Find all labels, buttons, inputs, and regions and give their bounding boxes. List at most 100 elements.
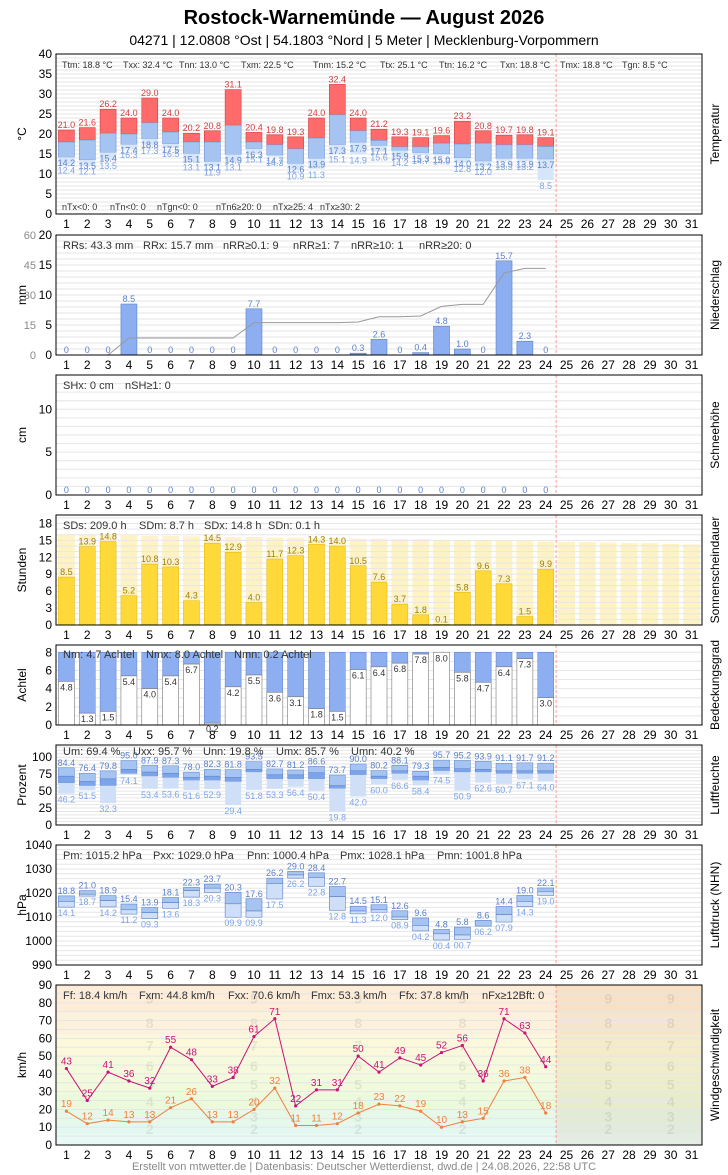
- humidity-max-bar: [370, 770, 388, 777]
- stat-label: SHx: 0 cm: [63, 380, 114, 392]
- mean-wind-point: [189, 1097, 194, 1101]
- beaufort-number: 4: [458, 1093, 466, 1109]
- panel-frame: [55, 53, 703, 215]
- x-tick-label: 10: [247, 728, 261, 742]
- temp-max-bar: [516, 134, 534, 146]
- humidity-mean-bar: [474, 769, 492, 773]
- x-tick-label: 25: [560, 498, 574, 512]
- x-tick-label: 12: [289, 1148, 303, 1160]
- beaufort-number: 2: [667, 1121, 675, 1137]
- data-label: 0: [168, 345, 173, 355]
- data-label: 15.3: [412, 154, 430, 164]
- data-label: 19.1: [412, 128, 430, 138]
- data-label: 90.0: [349, 754, 367, 764]
- temp-mean-bar: [287, 148, 304, 164]
- sunshine-bar: [454, 592, 471, 626]
- x-tick-label: 24: [539, 358, 553, 372]
- possible-sunshine-bar: [433, 539, 450, 625]
- x-tick-label: 27: [602, 1148, 616, 1160]
- y-axis-label: hPa: [15, 894, 29, 916]
- beaufort-number: 3: [354, 1109, 362, 1125]
- x-tick-label: 26: [581, 968, 595, 982]
- data-label: 84.4: [58, 758, 76, 768]
- gust-point: [210, 1084, 214, 1088]
- data-label: 0.2: [206, 724, 219, 734]
- stat-label: nRR≥1: 7: [293, 240, 339, 252]
- x-tick-label: 9: [230, 1148, 237, 1160]
- x-tick-label: 21: [477, 728, 491, 742]
- data-label: 12.9: [224, 542, 242, 552]
- gust-point: [127, 1079, 131, 1083]
- pressure-max-bar: [120, 903, 138, 911]
- data-label: 14.0: [454, 159, 472, 169]
- data-label: 0: [168, 485, 173, 495]
- pressure-min-bar: [433, 933, 450, 941]
- cloud-clear-bar: [349, 652, 367, 670]
- pressure-min-bar: [183, 890, 200, 898]
- mean-wind-point: [523, 1075, 527, 1080]
- temp-min-band: [141, 138, 158, 145]
- data-label: 0: [335, 485, 340, 495]
- humidity-mean-bar: [454, 768, 471, 773]
- pressure-max-bar: [183, 887, 200, 891]
- data-label: 4.7: [477, 683, 490, 693]
- x-tick-label: 20: [456, 968, 470, 982]
- data-label: 13.9: [78, 537, 96, 547]
- data-label: 38: [519, 1065, 531, 1076]
- x-tick-label: 14: [331, 828, 345, 842]
- beaufort-number: 3: [458, 1109, 466, 1125]
- x-tick-label: 20: [456, 628, 470, 642]
- data-label: 0: [439, 485, 444, 495]
- data-label: 86.6: [308, 756, 326, 766]
- x-tick-label: 30: [664, 968, 678, 982]
- data-label: 41: [373, 1060, 385, 1071]
- cumulative-precip-line: [66, 267, 546, 356]
- data-label: 51.6: [183, 791, 201, 801]
- y-tick-label: 35: [39, 67, 53, 81]
- data-label: 0.4: [414, 343, 427, 353]
- x-tick-label: 16: [372, 217, 386, 231]
- gust-line: [66, 1017, 547, 1107]
- pressure-min-bar: [266, 883, 284, 900]
- stat-label: Nm: 4.7 Achtel: [63, 649, 135, 661]
- gust-point: [85, 1098, 89, 1103]
- data-label: 12.8: [329, 911, 347, 921]
- data-label: 53.4: [141, 790, 159, 800]
- data-label: 6.4: [373, 668, 386, 678]
- temp-max-bar: [287, 136, 304, 150]
- data-label: 31: [332, 1078, 344, 1089]
- beaufort-number: 4: [604, 1093, 612, 1109]
- x-tick-label: 6: [167, 498, 174, 512]
- gust-point: [231, 1075, 235, 1080]
- y-tick-label: 10: [39, 1120, 53, 1134]
- x-tick-label: 30: [664, 1148, 678, 1160]
- x-tick-label: 4: [126, 217, 133, 231]
- data-label: 10: [436, 1115, 448, 1126]
- pressure-min-bar: [391, 916, 409, 920]
- data-label: 14.7: [412, 156, 430, 166]
- x-tick-label: 29: [643, 728, 657, 742]
- x-tick-label: 2: [84, 628, 91, 642]
- mean-wind-point: [481, 1116, 485, 1120]
- precip-bar: [370, 339, 388, 356]
- humidity-min-bar: [454, 772, 471, 791]
- beaufort-band: [56, 1075, 702, 1094]
- pressure-max-bar: [454, 926, 471, 936]
- x-tick-label: 17: [393, 628, 407, 642]
- humidity-mean-bar: [412, 775, 429, 781]
- data-label: 41: [103, 1060, 115, 1071]
- y-tick-label: 1010: [25, 910, 52, 924]
- x-tick-label: 4: [126, 1148, 133, 1160]
- data-label: 50.4: [308, 792, 326, 802]
- data-label: 0: [335, 345, 340, 355]
- pressure-max-bar: [245, 898, 263, 912]
- x-tick-label: 13: [310, 498, 324, 512]
- panel-frame: [55, 984, 703, 1146]
- stat-label: Tnn: 13.0 °C: [179, 60, 230, 70]
- x-tick-label: 9: [230, 498, 237, 512]
- x-tick-label: 1: [63, 828, 70, 842]
- data-label: 71: [498, 1007, 510, 1018]
- y-tick-label: 15: [39, 147, 53, 161]
- beaufort-number: 8: [604, 1015, 612, 1031]
- x-tick-label: 19: [435, 498, 449, 512]
